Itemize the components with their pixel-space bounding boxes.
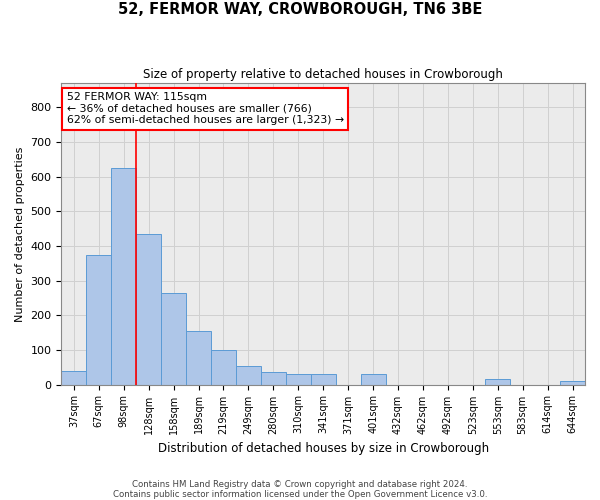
Title: Size of property relative to detached houses in Crowborough: Size of property relative to detached ho… <box>143 68 503 80</box>
Bar <box>311 374 335 384</box>
Bar <box>136 234 161 384</box>
Text: 52 FERMOR WAY: 115sqm
← 36% of detached houses are smaller (766)
62% of semi-det: 52 FERMOR WAY: 115sqm ← 36% of detached … <box>67 92 344 126</box>
Text: Contains HM Land Registry data © Crown copyright and database right 2024.
Contai: Contains HM Land Registry data © Crown c… <box>113 480 487 499</box>
Bar <box>111 168 136 384</box>
X-axis label: Distribution of detached houses by size in Crowborough: Distribution of detached houses by size … <box>158 442 489 455</box>
Text: 52, FERMOR WAY, CROWBOROUGH, TN6 3BE: 52, FERMOR WAY, CROWBOROUGH, TN6 3BE <box>118 2 482 18</box>
Bar <box>211 350 236 384</box>
Y-axis label: Number of detached properties: Number of detached properties <box>15 146 25 322</box>
Bar <box>61 370 86 384</box>
Bar <box>86 254 111 384</box>
Bar <box>286 374 311 384</box>
Bar <box>161 292 186 384</box>
Bar <box>236 366 261 384</box>
Bar <box>361 374 386 384</box>
Bar <box>560 381 585 384</box>
Bar <box>186 331 211 384</box>
Bar <box>261 372 286 384</box>
Bar <box>485 380 510 384</box>
